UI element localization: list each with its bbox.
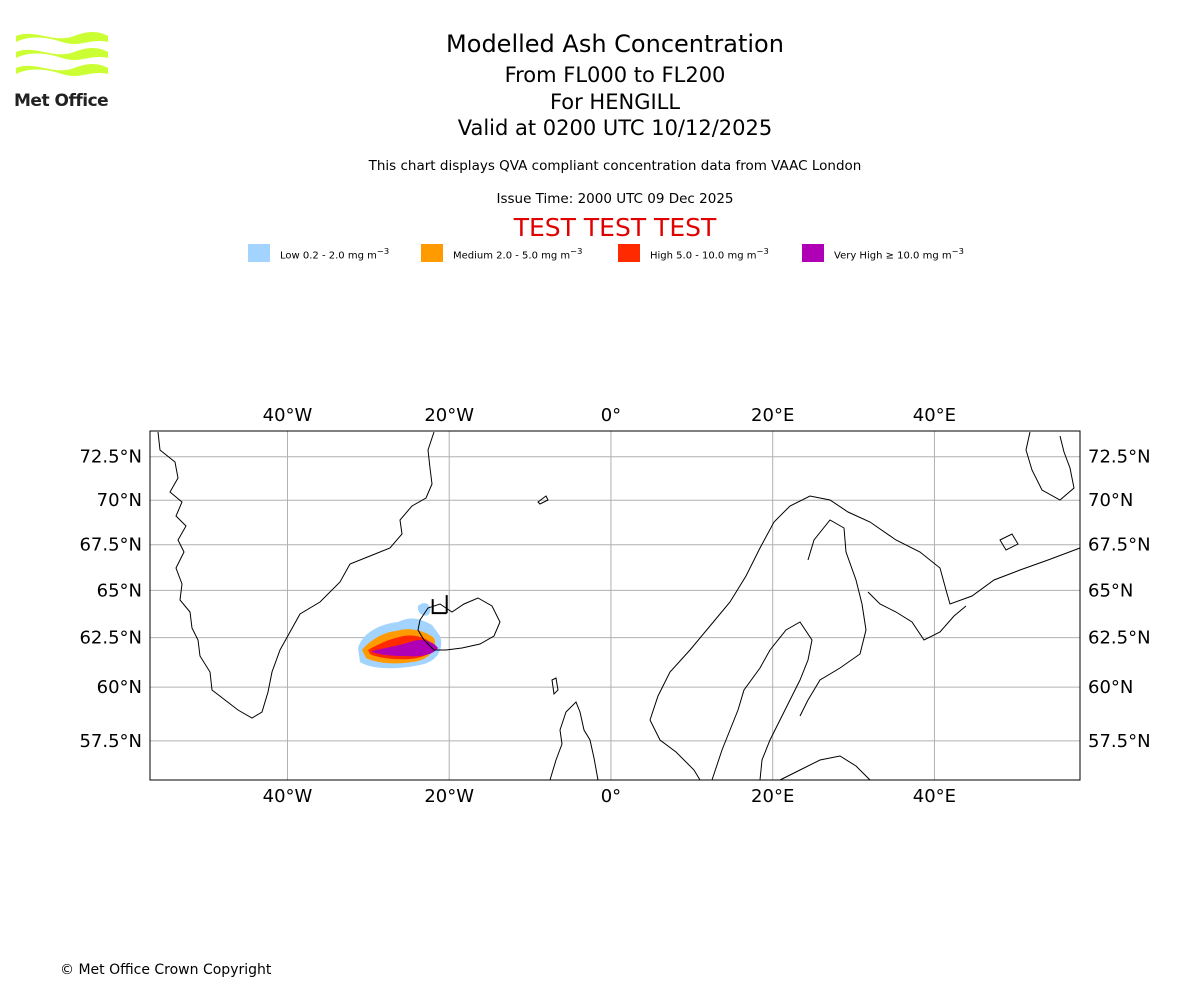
coastline-svalbard xyxy=(1025,431,1075,501)
lon-tick-label-top: 40°W xyxy=(263,405,313,426)
legend-label-high: High 5.0 - 10.0 mg m−3 xyxy=(650,246,769,262)
lon-tick-label-bottom: 40°W xyxy=(263,786,313,807)
lon-tick-label-top: 20°W xyxy=(424,405,474,426)
lat-tick-label-right: 67.5°N xyxy=(1088,535,1151,556)
coastline-scotland xyxy=(549,701,599,781)
lat-tick-label-left: 62.5°N xyxy=(79,628,142,649)
chart-title: Modelled Ash Concentration xyxy=(446,30,784,58)
coastlines xyxy=(157,431,1081,781)
coastline-finland-baltic xyxy=(779,519,871,781)
lat-tick-label-left: 70°N xyxy=(97,490,142,511)
lon-tick-label-bottom: 40°E xyxy=(913,786,956,807)
lat-tick-label-right: 70°N xyxy=(1088,490,1133,511)
legend-label-medium: Medium 2.0 - 5.0 mg m−3 xyxy=(453,246,583,262)
coastline-russia-north xyxy=(867,591,967,641)
ash-plume xyxy=(358,603,442,669)
coastline-greenland xyxy=(157,431,435,719)
lon-tick-label-top: 20°E xyxy=(751,405,794,426)
map-frame xyxy=(149,430,1081,781)
ash-area-very-high xyxy=(372,640,438,657)
legend-label-low: Low 0.2 - 2.0 mg m−3 xyxy=(280,246,390,262)
lat-tick-label-left: 57.5°N xyxy=(79,731,142,752)
test-banner: TEST TEST TEST xyxy=(513,213,717,242)
legend-swatch-low xyxy=(248,244,270,262)
coastline-scandinavia xyxy=(649,495,1081,781)
flight-level-range: From FL000 to FL200 xyxy=(504,63,726,87)
copyright-footer: © Met Office Crown Copyright xyxy=(60,962,272,978)
met-office-logo-text: Met Office xyxy=(14,91,109,111)
lat-tick-label-left: 60°N xyxy=(97,677,142,698)
lat-tick-label-left: 67.5°N xyxy=(79,535,142,556)
volcano-name: For HENGILL xyxy=(549,90,681,114)
lat-tick-label-right: 57.5°N xyxy=(1088,731,1151,752)
coastline-novaya xyxy=(999,533,1019,551)
lat-tick-label-left: 72.5°N xyxy=(79,447,142,468)
graticule xyxy=(150,431,1080,780)
coastline-faroe xyxy=(551,677,559,696)
met-office-logo xyxy=(16,31,108,76)
axis-labels: 40°W 40°W 20°W 20°W 0° 0° 20°E 20°E 40°E 40°E 72.5… xyxy=(79,405,1150,807)
lon-tick-label-bottom: 20°W xyxy=(424,786,474,807)
lon-tick-label-top: 0° xyxy=(601,405,621,426)
chart-description: This chart displays QVA compliant concen… xyxy=(368,158,862,174)
legend-swatch-very-high xyxy=(802,244,824,262)
volcano-marker xyxy=(431,595,448,615)
issue-time: Issue Time: 2000 UTC 09 Dec 2025 xyxy=(496,191,734,207)
ash-area-low-north xyxy=(418,603,431,616)
legend-label-very-high: Very High ≥ 10.0 mg m−3 xyxy=(834,246,964,262)
lon-tick-label-bottom: 20°E xyxy=(751,786,794,807)
coastline-jan-mayen xyxy=(537,495,549,505)
valid-time: Valid at 0200 UTC 10/12/2025 xyxy=(457,116,773,140)
lon-tick-label-bottom: 0° xyxy=(601,786,621,807)
legend-swatch-medium xyxy=(421,244,443,262)
legend-swatch-high xyxy=(618,244,640,262)
lat-tick-label-right: 72.5°N xyxy=(1088,447,1151,468)
lat-tick-label-right: 62.5°N xyxy=(1088,628,1151,649)
lat-tick-label-right: 60°N xyxy=(1088,677,1133,698)
lat-tick-label-left: 65°N xyxy=(97,580,142,601)
lon-tick-label-top: 40°E xyxy=(913,405,956,426)
lat-tick-label-right: 65°N xyxy=(1088,580,1133,601)
